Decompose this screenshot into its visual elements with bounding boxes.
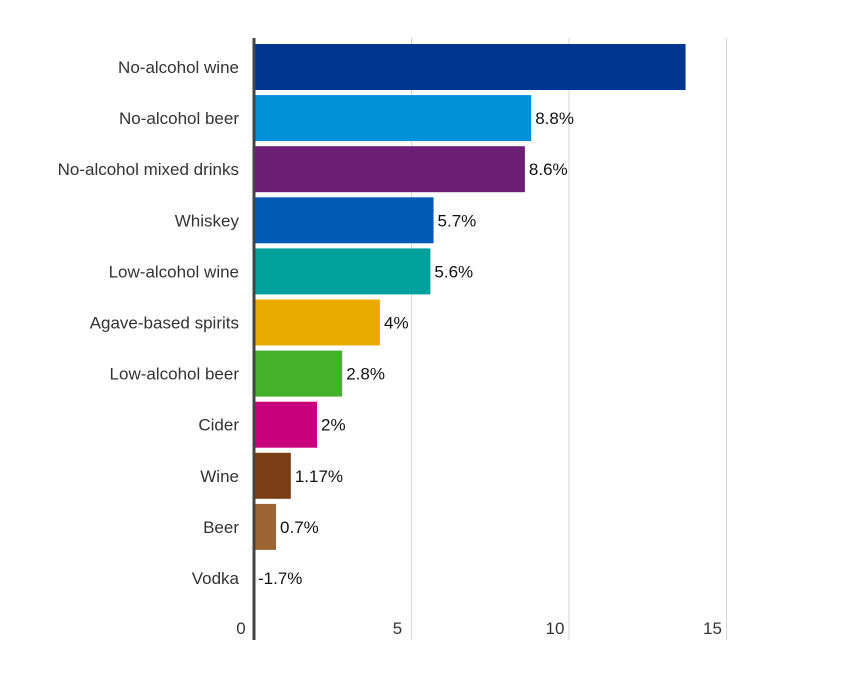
- category-labels: No-alcohol wine No-alcohol beer No-alcohol…: [58, 58, 240, 588]
- category-label-no-alcohol-beer: No-alcohol beer: [119, 109, 239, 128]
- x-axis-ticks: 0 5 10 15: [236, 619, 722, 638]
- category-label-beer: Beer: [203, 518, 239, 537]
- value-labels: 8.8% 8.6% 5.7% 5.6% 4% 2.8% 2% 1.17% 0.7% -1.7%: [258, 109, 574, 588]
- value-label-agave-based-spirits: 4%: [384, 314, 409, 333]
- value-label-vodka: -1.7%: [258, 569, 302, 588]
- value-label-low-alcohol-beer: 2.8%: [346, 365, 385, 384]
- x-tick-label-10: 10: [546, 619, 565, 638]
- category-label-whiskey: Whiskey: [175, 211, 240, 230]
- category-label-agave-based-spirits: Agave-based spirits: [90, 314, 239, 333]
- bars: [254, 44, 686, 550]
- value-label-low-alcohol-wine: 5.6%: [434, 262, 473, 281]
- bar-beer: [254, 503, 277, 550]
- bar-wine: [254, 452, 291, 499]
- value-label-no-alcohol-mixed-drinks: 8.6%: [529, 160, 568, 179]
- bar-low-alcohol-wine: [254, 248, 431, 295]
- x-tick-label-15: 15: [703, 619, 722, 638]
- bar-no-alcohol-mixed-drinks: [254, 146, 525, 193]
- bar-no-alcohol-wine: [254, 44, 686, 90]
- category-label-cider: Cider: [198, 416, 239, 435]
- category-label-no-alcohol-mixed-drinks: No-alcohol mixed drinks: [58, 160, 239, 179]
- bar-whiskey: [254, 197, 434, 244]
- category-label-low-alcohol-wine: Low-alcohol wine: [109, 262, 239, 281]
- x-tick-label-5: 5: [393, 619, 402, 638]
- category-label-low-alcohol-beer: Low-alcohol beer: [110, 365, 240, 384]
- category-label-no-alcohol-wine: No-alcohol wine: [118, 58, 239, 77]
- bar-agave-based-spirits: [254, 299, 380, 346]
- value-label-beer: 0.7%: [280, 518, 319, 537]
- x-tick-label-0: 0: [236, 619, 245, 638]
- value-label-wine: 1.17%: [295, 467, 343, 486]
- bar-no-alcohol-beer: [254, 95, 532, 142]
- value-label-no-alcohol-beer: 8.8%: [535, 109, 574, 128]
- category-label-wine: Wine: [200, 467, 239, 486]
- value-label-whiskey: 5.7%: [438, 211, 477, 230]
- category-label-vodka: Vodka: [192, 569, 240, 588]
- value-label-cider: 2%: [321, 416, 346, 435]
- bar-low-alcohol-beer: [254, 350, 343, 397]
- bar-cider: [254, 401, 317, 448]
